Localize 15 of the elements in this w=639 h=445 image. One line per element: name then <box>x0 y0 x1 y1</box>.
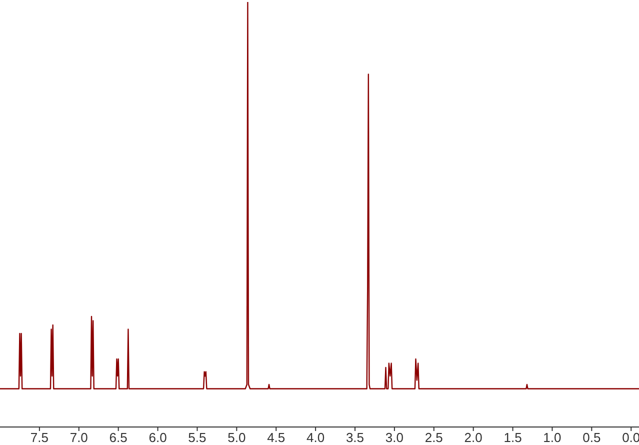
x-tick-label: 6.5 <box>109 430 128 445</box>
x-tick-label: 2.5 <box>424 430 443 445</box>
x-tick-label: 4.5 <box>267 430 286 445</box>
x-tick-label: 6.0 <box>148 430 167 445</box>
x-tick-label: 7.0 <box>70 430 88 445</box>
x-tick-label: 3.0 <box>385 430 404 445</box>
x-tick-label: 2.0 <box>464 430 482 445</box>
x-tick-label: 4.0 <box>306 430 325 445</box>
x-tick-label: 3.5 <box>346 430 364 445</box>
x-tick-label: 7.5 <box>30 430 48 445</box>
x-tick-label: 5.5 <box>188 430 206 445</box>
x-tick-label: 0.5 <box>582 430 601 445</box>
x-tick-label: 5.0 <box>228 430 246 445</box>
x-tick-label: 1.0 <box>543 430 562 445</box>
x-tick-label: 1.5 <box>504 430 522 445</box>
